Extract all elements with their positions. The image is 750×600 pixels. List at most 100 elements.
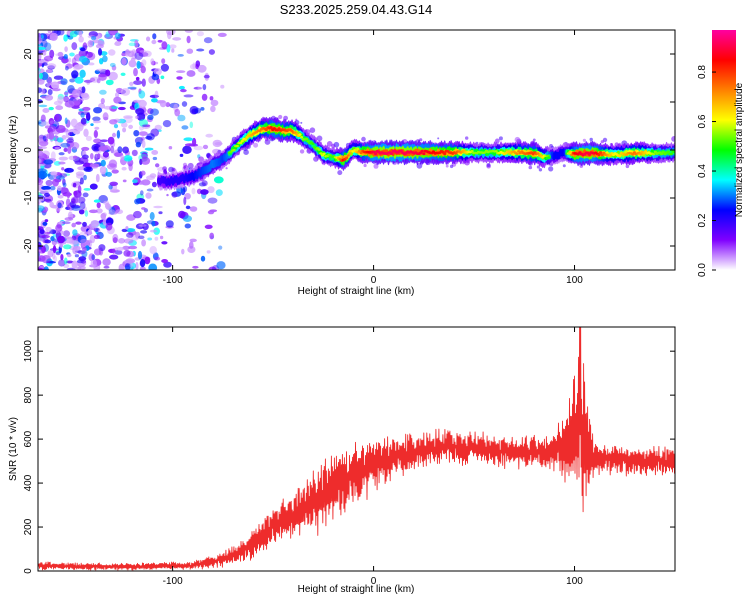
noise-blob bbox=[149, 173, 157, 178]
noise-blob bbox=[217, 32, 227, 38]
snr-xlabel: Height of straight line (km) bbox=[298, 584, 415, 595]
noise-blob bbox=[160, 63, 169, 72]
noise-blob bbox=[100, 159, 106, 167]
noise-blob bbox=[43, 198, 52, 202]
noise-blob bbox=[57, 51, 64, 57]
noise-blob bbox=[82, 192, 89, 198]
snr-xtick-label: 100 bbox=[566, 576, 583, 587]
noise-blob bbox=[60, 254, 64, 261]
noise-blob bbox=[65, 65, 69, 71]
noise-blob bbox=[138, 131, 148, 137]
noise-blob bbox=[65, 129, 70, 139]
noise-blob bbox=[208, 266, 217, 270]
spectrogram-x-axis: -100 0 100 bbox=[163, 30, 583, 286]
noise-blob bbox=[189, 238, 197, 243]
noise-blob bbox=[171, 48, 175, 53]
halo-speck bbox=[538, 168, 543, 172]
noise-blob bbox=[38, 46, 46, 50]
noise-blob bbox=[95, 208, 103, 214]
colorbar: 0.0 0.2 0.4 0.6 0.8 Normalized spectral ampl… bbox=[697, 30, 745, 277]
noise-blob bbox=[64, 46, 68, 52]
noise-blob bbox=[167, 31, 172, 40]
spectrogram-xtick-label: 100 bbox=[566, 275, 583, 286]
snr-panel: -100 0 100 0 200 400 600 800 1000 Height of str… bbox=[8, 326, 676, 595]
colorbar-tick-label: 0.6 bbox=[697, 114, 708, 128]
halo-speck bbox=[449, 164, 454, 169]
noise-blob bbox=[140, 170, 146, 176]
noise-blob bbox=[109, 62, 116, 68]
noise-blob bbox=[151, 98, 158, 103]
noise-blob bbox=[74, 254, 79, 258]
noise-blob bbox=[48, 125, 56, 133]
noise-blob bbox=[100, 98, 105, 104]
noise-blob bbox=[56, 207, 60, 214]
noise-blob bbox=[109, 119, 118, 125]
noise-blob bbox=[185, 205, 191, 210]
noise-blob bbox=[180, 89, 187, 93]
noise-blob bbox=[38, 267, 44, 270]
noise-blob bbox=[53, 100, 63, 106]
noise-blob bbox=[114, 152, 124, 157]
noise-blob bbox=[123, 249, 131, 257]
noise-blob bbox=[79, 55, 88, 63]
noise-blob bbox=[90, 77, 96, 82]
noise-blob bbox=[138, 235, 145, 240]
noise-blob bbox=[113, 96, 122, 104]
halo-speck bbox=[625, 164, 630, 169]
noise-blob bbox=[147, 114, 154, 121]
noise-blob bbox=[137, 250, 143, 260]
noise-blob bbox=[63, 173, 71, 176]
noise-blob bbox=[218, 245, 223, 250]
noise-blob bbox=[157, 39, 163, 43]
noise-blob bbox=[48, 131, 55, 140]
noise-blob bbox=[65, 198, 71, 207]
snr-ytick-label: 0 bbox=[23, 568, 34, 574]
noise-blob bbox=[121, 122, 128, 128]
noise-blob bbox=[121, 166, 127, 171]
noise-blob bbox=[98, 103, 106, 109]
noise-blob bbox=[93, 234, 100, 240]
ridge-segment bbox=[661, 151, 665, 154]
noise-blob bbox=[62, 221, 71, 225]
noise-blob bbox=[93, 129, 98, 139]
noise-blob bbox=[114, 32, 121, 40]
halo-speck bbox=[536, 165, 541, 169]
noise-blob bbox=[120, 155, 125, 160]
noise-blob bbox=[161, 259, 169, 263]
snr-xtick-label: -100 bbox=[163, 576, 183, 587]
noise-blob bbox=[69, 237, 74, 244]
noise-blob bbox=[184, 223, 191, 229]
spectrogram-xtick-label: 0 bbox=[371, 275, 377, 286]
ridge-segment bbox=[639, 152, 643, 156]
noise-blob bbox=[54, 146, 61, 150]
noise-blob bbox=[93, 138, 102, 144]
ridge-segment bbox=[568, 150, 572, 154]
noise-blob bbox=[189, 206, 198, 212]
noise-blob bbox=[80, 117, 87, 125]
noise-blob bbox=[44, 219, 49, 223]
noise-blob bbox=[57, 194, 64, 199]
noise-blob bbox=[133, 210, 142, 219]
colorbar-tick-label: 0.8 bbox=[697, 65, 708, 79]
noise-blob bbox=[207, 186, 215, 194]
ridge-segment bbox=[631, 153, 635, 156]
noise-blob bbox=[50, 236, 55, 242]
halo-speck bbox=[548, 166, 554, 172]
snr-ytick-label: 400 bbox=[23, 474, 34, 491]
ridge-segment bbox=[322, 152, 326, 155]
noise-blob bbox=[187, 246, 196, 253]
noise-blob bbox=[154, 124, 162, 131]
noise-blob bbox=[56, 137, 64, 143]
noise-blob bbox=[38, 146, 48, 150]
noise-blob bbox=[140, 230, 148, 234]
noise-blob bbox=[64, 257, 68, 265]
noise-blob bbox=[174, 108, 181, 117]
halo-speck bbox=[253, 142, 259, 148]
noise-blob bbox=[123, 155, 133, 162]
noise-blob bbox=[183, 196, 187, 206]
noise-blob bbox=[85, 112, 90, 120]
noise-blob bbox=[103, 105, 112, 110]
noise-blob bbox=[40, 72, 49, 81]
noise-blob bbox=[134, 198, 141, 205]
